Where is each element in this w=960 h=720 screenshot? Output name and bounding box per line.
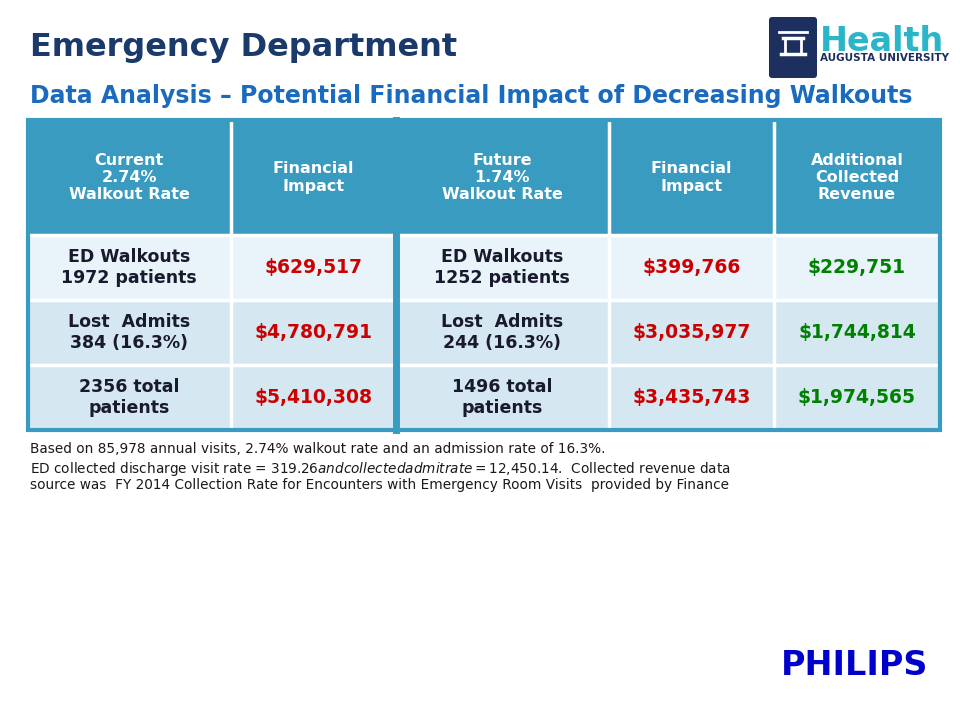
Text: $5,410,308: $5,410,308 <box>254 388 372 407</box>
Text: Financial
Impact: Financial Impact <box>651 161 732 194</box>
Bar <box>396 235 609 300</box>
Text: PHILIPS: PHILIPS <box>780 649 928 682</box>
Text: $229,751: $229,751 <box>808 258 906 277</box>
Bar <box>230 120 396 235</box>
Bar <box>396 300 609 365</box>
Bar <box>609 235 774 300</box>
Text: Future
1.74%
Walkout Rate: Future 1.74% Walkout Rate <box>442 153 563 202</box>
Bar <box>28 300 230 365</box>
Text: $1,974,565: $1,974,565 <box>798 388 916 407</box>
Bar <box>28 120 940 430</box>
Text: $3,435,743: $3,435,743 <box>632 388 751 407</box>
Text: $399,766: $399,766 <box>642 258 740 277</box>
Text: ED collected discharge visit rate = $319.26 and collected admit rate = $12,450.1: ED collected discharge visit rate = $319… <box>30 460 731 478</box>
Bar <box>396 365 609 430</box>
Bar <box>230 365 396 430</box>
Text: $629,517: $629,517 <box>264 258 362 277</box>
Bar <box>28 235 230 300</box>
Bar <box>774 365 940 430</box>
Bar <box>774 120 940 235</box>
Text: Additional
Collected
Revenue: Additional Collected Revenue <box>810 153 903 202</box>
Text: 1496 total
patients: 1496 total patients <box>452 378 553 417</box>
Text: Health: Health <box>820 25 945 58</box>
Text: $4,780,791: $4,780,791 <box>254 323 372 342</box>
Text: Current
2.74%
Walkout Rate: Current 2.74% Walkout Rate <box>69 153 190 202</box>
Bar <box>396 120 609 235</box>
Text: Financial
Impact: Financial Impact <box>273 161 354 194</box>
Text: Lost  Admits
244 (16.3%): Lost Admits 244 (16.3%) <box>441 313 564 352</box>
Text: Based on 85,978 annual visits, 2.74% walkout rate and an admission rate of 16.3%: Based on 85,978 annual visits, 2.74% wal… <box>30 442 606 456</box>
Text: ED Walkouts
1972 patients: ED Walkouts 1972 patients <box>61 248 197 287</box>
Bar <box>609 365 774 430</box>
Bar <box>28 120 230 235</box>
Bar <box>774 235 940 300</box>
Bar <box>609 120 774 235</box>
Bar <box>774 300 940 365</box>
Text: source was  FY 2014 Collection Rate for Encounters with Emergency Room Visits  p: source was FY 2014 Collection Rate for E… <box>30 478 729 492</box>
Text: Lost  Admits
384 (16.3%): Lost Admits 384 (16.3%) <box>68 313 190 352</box>
Bar <box>28 365 230 430</box>
Text: Data Analysis – Potential Financial Impact of Decreasing Walkouts: Data Analysis – Potential Financial Impa… <box>30 84 913 108</box>
Bar <box>230 235 396 300</box>
Text: ED Walkouts
1252 patients: ED Walkouts 1252 patients <box>434 248 570 287</box>
Text: Emergency Department: Emergency Department <box>30 32 457 63</box>
Text: $1,744,814: $1,744,814 <box>798 323 916 342</box>
FancyBboxPatch shape <box>769 17 817 78</box>
Bar <box>230 300 396 365</box>
Text: 2356 total
patients: 2356 total patients <box>79 378 180 417</box>
Bar <box>609 300 774 365</box>
Text: AUGUSTA UNIVERSITY: AUGUSTA UNIVERSITY <box>820 53 949 63</box>
Text: $3,035,977: $3,035,977 <box>632 323 751 342</box>
